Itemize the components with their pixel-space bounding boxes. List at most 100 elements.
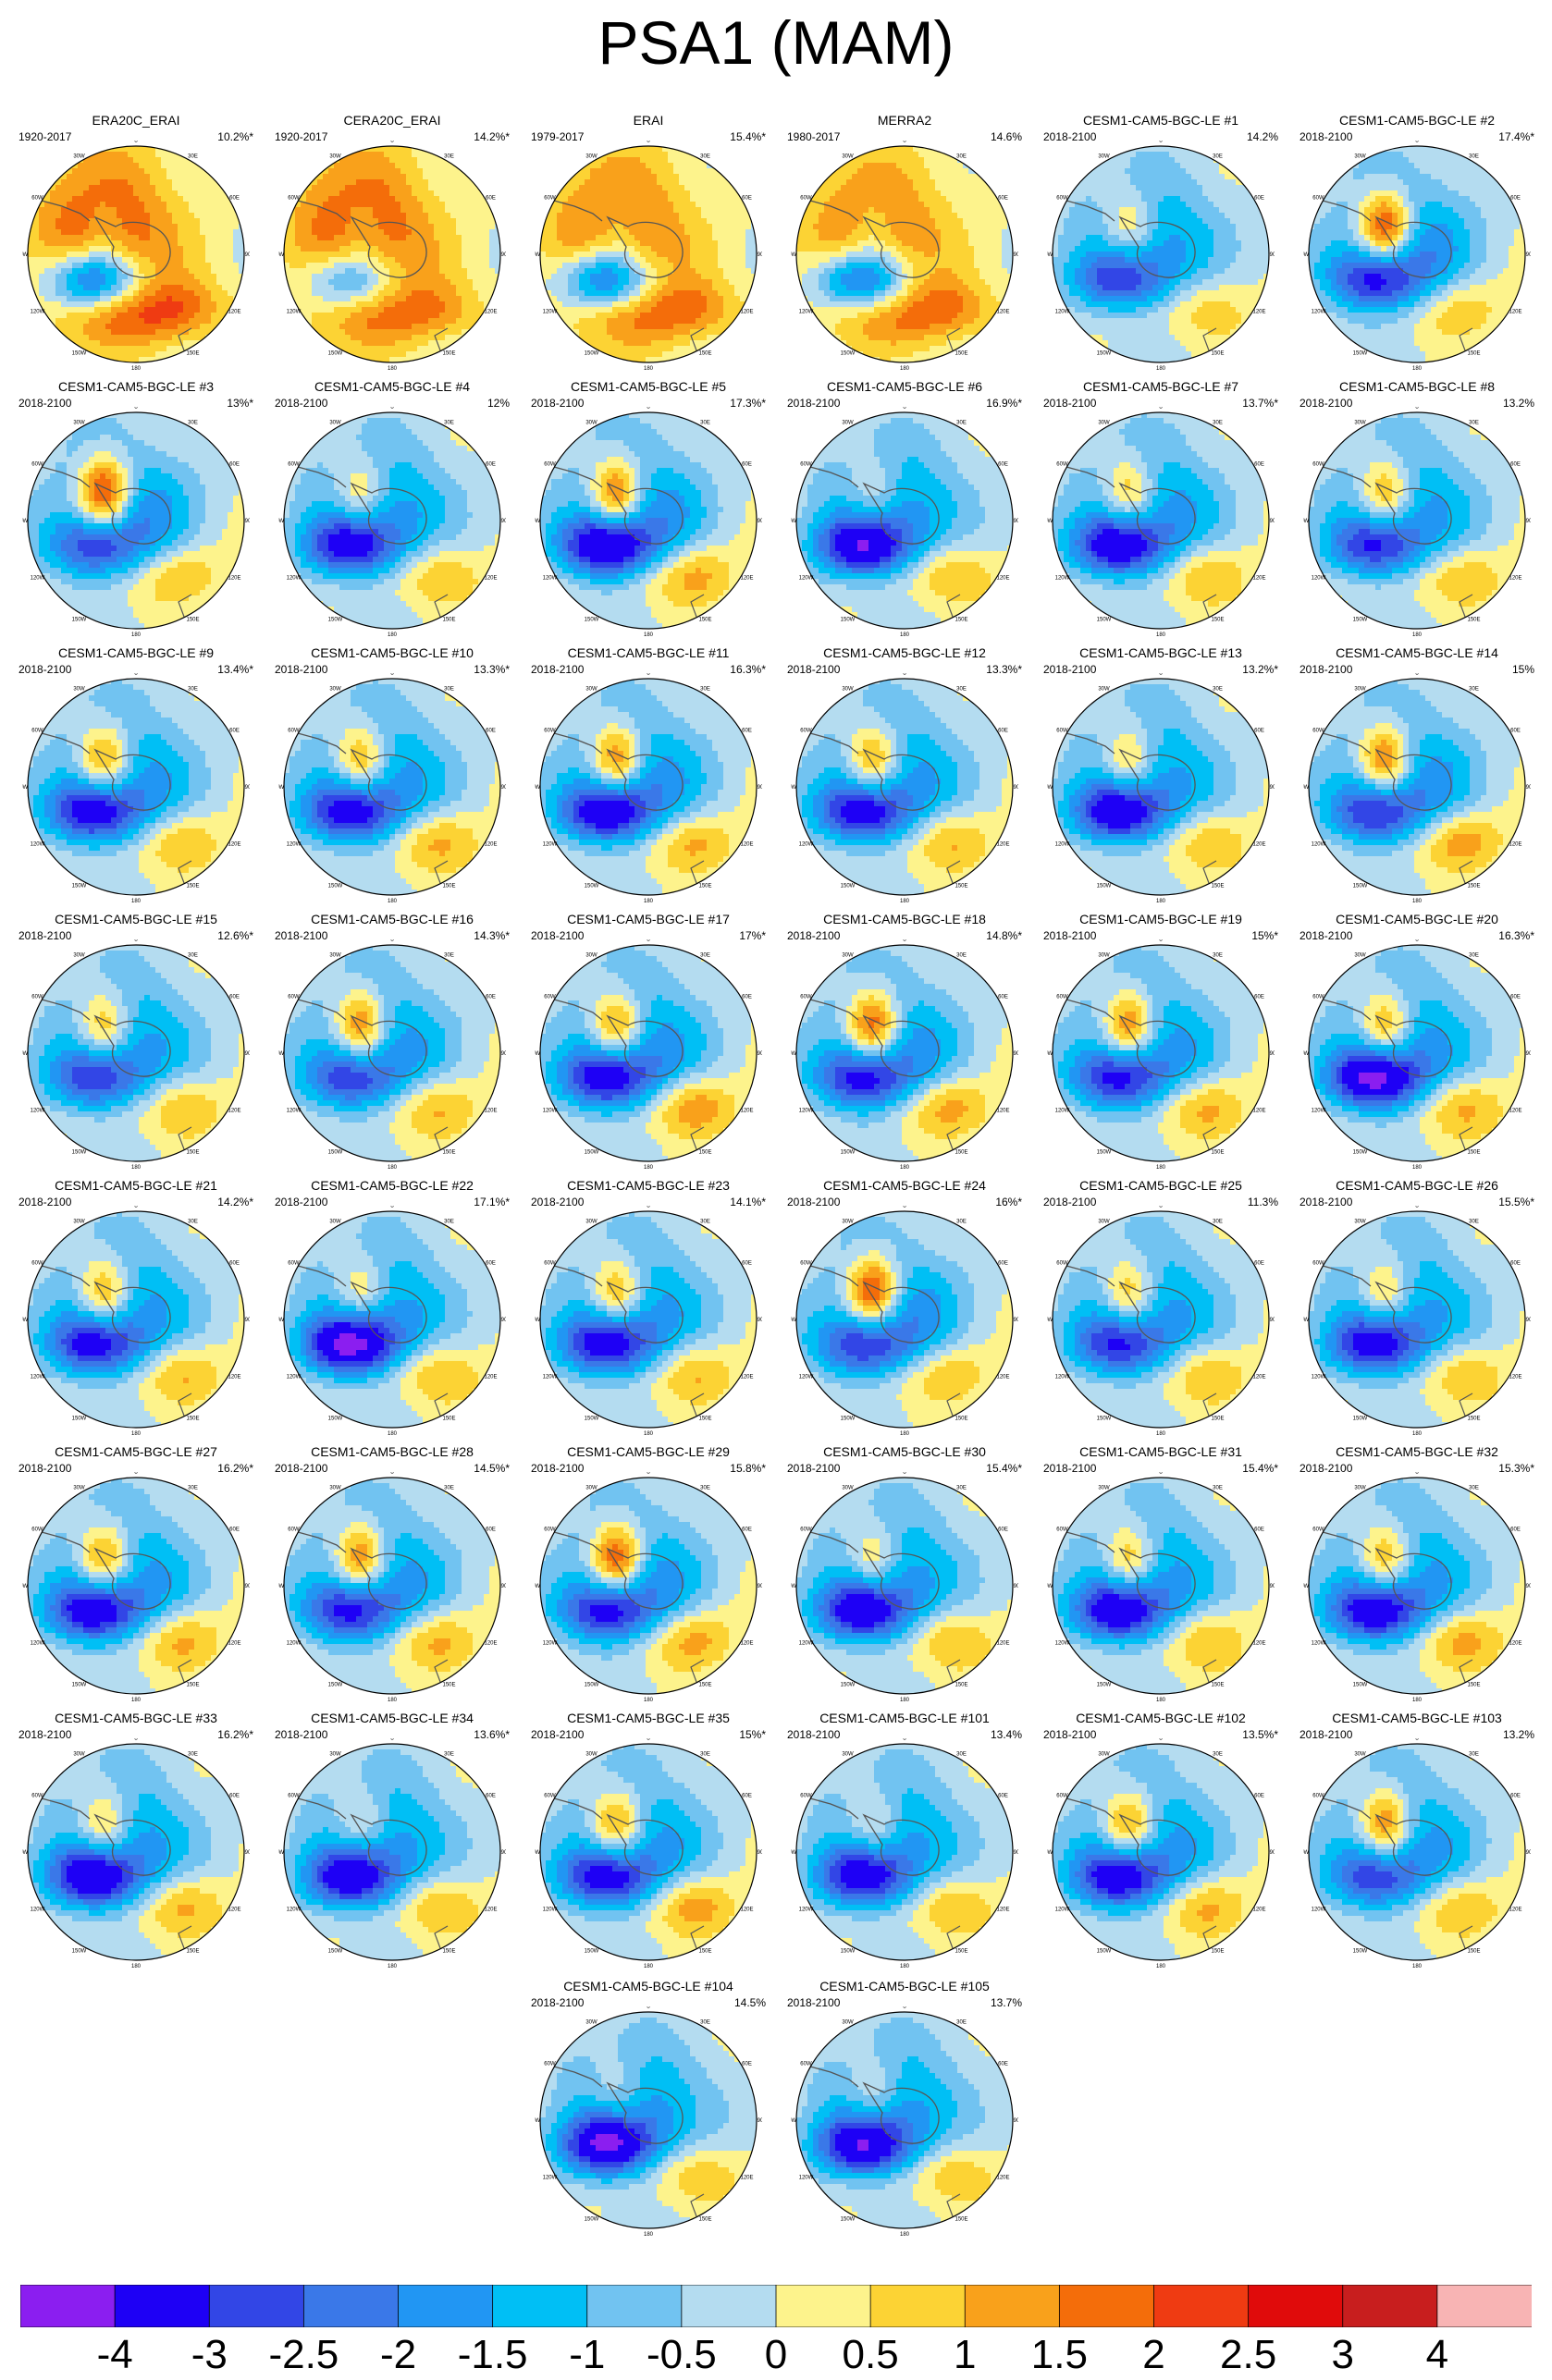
longitude-label: 30W <box>1098 686 1110 692</box>
longitude-label: 90E <box>1014 1051 1018 1057</box>
longitude-label: 30E <box>1469 952 1479 958</box>
longitude-label: 30E <box>188 952 198 958</box>
longitude-label: 60E <box>486 196 496 202</box>
longitude-label: 30E <box>956 1219 967 1224</box>
longitude-label: 90E <box>501 252 506 258</box>
colorbar-segment <box>776 2285 871 2327</box>
longitude-label: 60W <box>544 462 556 468</box>
longitude-label: 120E <box>228 1908 241 1913</box>
longitude-label: 150E <box>1211 1150 1224 1156</box>
map-panel: CESM1-CAM5-BGC-LE #2 2018-2100 17.4%* 0 30E 6… <box>1292 113 1542 374</box>
longitude-label: 120W <box>543 1375 558 1380</box>
polar-map: 030E60E90E120E150E180150W120W90W60W30W <box>1303 1206 1531 1437</box>
longitude-label: 30E <box>1469 420 1479 425</box>
longitude-label: 60W <box>800 729 812 734</box>
longitude-label: 90E <box>758 2118 762 2124</box>
longitude-label: 90W <box>1303 1051 1310 1057</box>
polar-map: 030E60E90E120E150E180150W120W90W60W30W <box>1303 939 1531 1171</box>
longitude-label: 60E <box>742 729 752 734</box>
polar-map: 030E60E90E120E150E180150W120W90W60W30W <box>791 2006 1018 2238</box>
polar-map: 030E60E90E120E150E180150W120W90W60W30W <box>1303 407 1531 638</box>
colorbar-tick-label: 1.5 <box>1031 2332 1088 2378</box>
longitude-label: 150W <box>1097 1683 1112 1688</box>
longitude-label: 30E <box>444 420 454 425</box>
longitude-label: 120E <box>485 1109 498 1114</box>
longitude-label: 60W <box>31 1527 43 1533</box>
polar-map: 030E60E90E120E150E180150W120W90W60W30W <box>1303 1738 1531 1969</box>
map-panel: CESM1-CAM5-BGC-LE #12 2018-2100 13.3%* 0 30E… <box>780 645 1029 906</box>
map-panel: CESM1-CAM5-BGC-LE #10 2018-2100 13.3%* 0 30E… <box>267 645 517 906</box>
longitude-label: 120E <box>485 1641 498 1647</box>
longitude-label: 60W <box>288 995 300 1000</box>
longitude-label: 90E <box>1526 1584 1531 1589</box>
colorbar-segment <box>399 2285 494 2327</box>
panel-title: CESM1-CAM5-BGC-LE #28 <box>267 1444 517 1459</box>
longitude-label: 30W <box>73 1485 85 1491</box>
longitude-label: 150E <box>1211 1417 1224 1422</box>
longitude-label: 60E <box>1254 196 1264 202</box>
colorbar-tick-label: -0.5 <box>647 2332 717 2378</box>
longitude-label: 30W <box>1354 1485 1366 1491</box>
longitude-label: 0 <box>1415 141 1419 144</box>
longitude-label: 90W <box>278 1318 285 1323</box>
longitude-label: 30E <box>956 1751 967 1757</box>
longitude-label: 120E <box>741 2176 754 2181</box>
map-panel: CESM1-CAM5-BGC-LE #11 2018-2100 16.3%* 0 30E… <box>523 645 773 906</box>
longitude-label: 150E <box>1211 1683 1224 1688</box>
longitude-label: 30W <box>842 1751 854 1757</box>
map-panel: CESM1-CAM5-BGC-LE #15 2018-2100 12.6%* 0 30E… <box>11 912 261 1172</box>
longitude-label: 0 <box>903 1206 906 1209</box>
longitude-label: 150E <box>442 1949 455 1955</box>
longitude-label: 150W <box>328 1150 343 1156</box>
longitude-label: 0 <box>903 2006 906 2010</box>
longitude-label: 180 <box>131 366 142 372</box>
longitude-label: 150E <box>186 618 199 623</box>
longitude-label: 150E <box>698 351 711 357</box>
longitude-label: 90W <box>22 1318 29 1323</box>
longitude-label: 30E <box>1469 1485 1479 1491</box>
longitude-label: 60E <box>1254 462 1264 468</box>
longitude-label: 120W <box>287 1109 302 1114</box>
colorbar-segment <box>1437 2285 1532 2327</box>
longitude-label: 0 <box>1159 939 1163 943</box>
longitude-label: 120E <box>228 842 241 848</box>
colorbar-tick-label: 1 <box>954 2332 976 2378</box>
longitude-label: 60E <box>998 1794 1008 1799</box>
longitude-label: 60E <box>1510 1261 1521 1267</box>
longitude-label: 120W <box>1055 842 1070 848</box>
polar-map: 030E60E90E120E150E180150W120W90W60W30W <box>791 407 1018 638</box>
longitude-label: 30W <box>842 1219 854 1224</box>
longitude-label: 180 <box>644 1431 654 1437</box>
longitude-label: 60E <box>486 1261 496 1267</box>
longitude-label: 30E <box>1213 420 1223 425</box>
polar-map: 030E60E90E120E150E180150W120W90W60W30W <box>1047 673 1275 904</box>
longitude-label: 120E <box>485 842 498 848</box>
map-panel: CESM1-CAM5-BGC-LE #8 2018-2100 13.2% 0 30E 60… <box>1292 379 1542 640</box>
longitude-label: 30W <box>1354 952 1366 958</box>
longitude-label: 30E <box>444 952 454 958</box>
panel-title: CESM1-CAM5-BGC-LE #25 <box>1036 1178 1286 1193</box>
colorbar-segment <box>115 2285 210 2327</box>
polar-map: 030E60E90E120E150E180150W120W90W60W30W <box>1047 1738 1275 1969</box>
polar-map: 030E60E90E120E150E180150W120W90W60W30W <box>278 407 506 638</box>
colorbar-tick-label: -1.5 <box>458 2332 528 2378</box>
longitude-label: 150W <box>585 618 599 623</box>
longitude-label: 150W <box>841 2217 856 2223</box>
map-panel: CESM1-CAM5-BGC-LE #28 2018-2100 14.5%* 0 30E… <box>267 1444 517 1705</box>
longitude-label: 60E <box>1254 1261 1264 1267</box>
longitude-label: 150W <box>72 618 87 623</box>
map-panel: CESM1-CAM5-BGC-LE #18 2018-2100 14.8%* 0 30E… <box>780 912 1029 1172</box>
longitude-label: 90E <box>501 1051 506 1057</box>
longitude-label: 150W <box>841 1683 856 1688</box>
longitude-label: 60W <box>544 2062 556 2067</box>
longitude-label: 120W <box>287 576 302 582</box>
longitude-label: 90E <box>1526 252 1531 258</box>
longitude-label: 60E <box>742 1261 752 1267</box>
longitude-label: 90E <box>245 785 250 791</box>
longitude-label: 120W <box>543 2176 558 2181</box>
panel-title: CESM1-CAM5-BGC-LE #33 <box>11 1711 261 1725</box>
longitude-label: 60W <box>1056 1794 1068 1799</box>
longitude-label: 60W <box>544 1261 556 1267</box>
longitude-label: 120W <box>31 1908 45 1913</box>
longitude-label: 120W <box>1312 1641 1326 1647</box>
